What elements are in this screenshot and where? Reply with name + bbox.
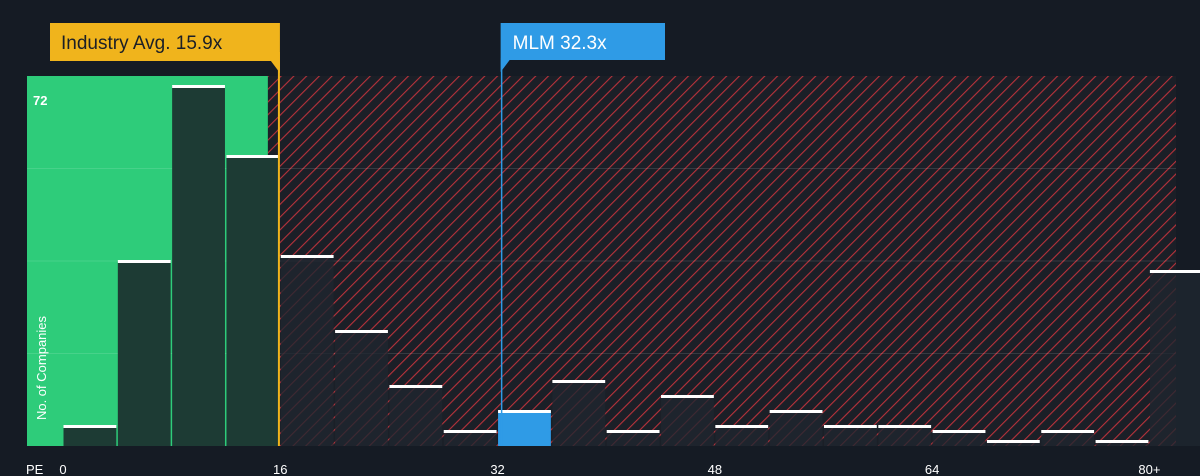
histogram-bar — [226, 156, 280, 446]
histogram-bar — [552, 381, 606, 446]
bar-top — [335, 330, 388, 333]
bar-top — [552, 380, 606, 383]
x-tick-label: 64 — [925, 462, 939, 476]
histogram-bar — [1149, 271, 1200, 446]
histogram-bar — [606, 431, 660, 446]
bar-top — [226, 155, 280, 158]
bar-top — [823, 425, 877, 428]
x-tick-label: 0 — [59, 462, 66, 476]
bar-top — [498, 410, 551, 413]
x-tick-label: 16 — [273, 462, 287, 476]
bar-top — [661, 395, 714, 398]
histogram-bar — [443, 431, 497, 446]
histogram-bar — [63, 426, 117, 446]
histogram-bar — [932, 431, 986, 446]
histogram-bar — [280, 256, 334, 446]
histogram-bar — [715, 426, 769, 446]
histogram-bar — [878, 426, 932, 446]
histogram-bar — [661, 396, 714, 446]
histogram-bar — [823, 426, 877, 446]
histogram-bar — [1095, 441, 1149, 446]
histogram-bar — [1041, 431, 1095, 446]
histogram-bar — [117, 261, 171, 446]
company-callout — [500, 23, 665, 60]
industry-avg-callout — [50, 23, 280, 61]
bar-top — [443, 430, 497, 433]
company-callout-pointer — [500, 60, 510, 72]
bar-top — [769, 410, 823, 413]
bar-top — [280, 255, 334, 258]
bar-top — [63, 425, 117, 428]
bar-top — [172, 85, 225, 88]
histogram-bar — [498, 411, 551, 446]
bar-top — [986, 440, 1040, 443]
histogram-bar — [389, 386, 443, 446]
bar-top — [117, 260, 171, 263]
bar-top — [1095, 440, 1149, 443]
bar-top — [932, 430, 986, 433]
bar-top — [389, 385, 443, 388]
bar-top — [878, 425, 932, 428]
bar-top — [715, 425, 769, 428]
x-tick-label: 80+ — [1138, 462, 1160, 476]
histogram-bar — [335, 331, 388, 446]
industry-avg-callout-pointer — [270, 61, 280, 73]
histogram-bar — [769, 411, 823, 446]
histogram-bar — [986, 441, 1040, 446]
company-label: MLM 32.3x — [513, 33, 607, 54]
y-max-label: 72 — [33, 93, 47, 108]
bar-top — [606, 430, 660, 433]
bar-top — [1041, 430, 1095, 433]
overvalued-zone — [267, 76, 1176, 446]
y-axis-label: No. of Companies — [34, 315, 49, 420]
x-tick-label: 48 — [708, 462, 722, 476]
industry-avg-label: Industry Avg. 15.9x — [61, 33, 223, 54]
bar-top — [1149, 270, 1200, 273]
histogram-bar — [172, 86, 225, 446]
x-axis-label: PE — [26, 462, 44, 476]
x-tick-label: 32 — [490, 462, 504, 476]
